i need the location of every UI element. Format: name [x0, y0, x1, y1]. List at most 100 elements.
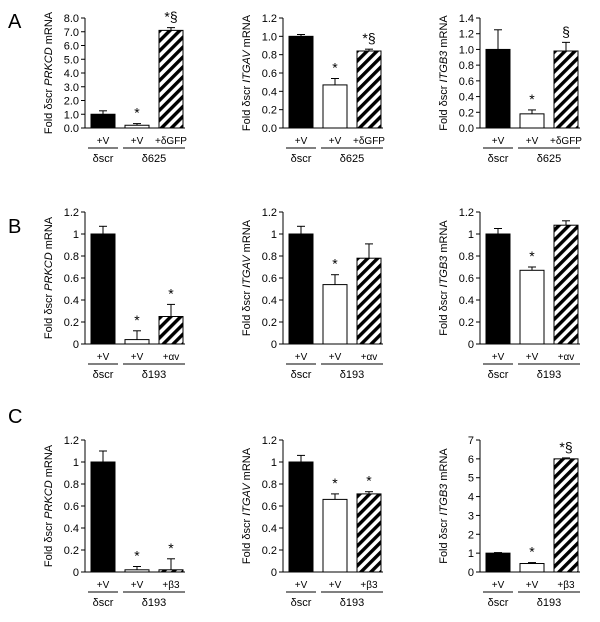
- y-axis-label-suffix: mRNA: [241, 14, 253, 50]
- bar: [158, 316, 184, 345]
- y-axis-label: Fold δscr ITGAV mRNA: [241, 14, 253, 131]
- y-tick-label: 1.2: [459, 207, 474, 219]
- y-tick-label: 1: [73, 229, 79, 241]
- y-tick-label: 0.0: [459, 123, 474, 135]
- y-tick-label: 0.0: [64, 123, 79, 135]
- category-label: +V: [131, 352, 144, 363]
- y-tick-label: 0.4: [459, 295, 474, 307]
- category-label: +δGFP: [353, 136, 385, 147]
- y-tick-label: 0.6: [262, 501, 277, 513]
- y-tick-label: 1: [73, 457, 79, 469]
- y-tick-label: 1.2: [262, 13, 277, 25]
- group-label-right: δ193: [537, 597, 561, 609]
- y-tick-label: 0: [73, 339, 79, 351]
- y-tick-label: 3.0: [64, 82, 79, 94]
- bar: [485, 48, 511, 129]
- bar: [356, 257, 382, 345]
- y-axis-label-suffix: mRNA: [43, 11, 55, 47]
- bar: [124, 124, 150, 129]
- category-label: +V: [97, 136, 110, 147]
- category-label: +V: [492, 580, 505, 591]
- category-label: +δGFP: [155, 136, 187, 147]
- category-label: +V: [329, 352, 342, 363]
- bar: [158, 569, 184, 573]
- category-label: +V: [131, 136, 144, 147]
- y-axis-label-prefix: Fold δscr: [438, 82, 450, 130]
- y-axis-label-gene: PRKCD: [43, 47, 55, 86]
- y-axis-label-prefix: Fold δscr: [438, 287, 450, 335]
- significance-marker: *: [134, 105, 140, 121]
- y-tick-label: 0.6: [64, 273, 79, 285]
- bar: [322, 498, 348, 573]
- significance-marker: *: [529, 544, 535, 560]
- y-tick-label: 0.4: [262, 295, 277, 307]
- y-axis-label-gene: ITGAV: [241, 49, 253, 83]
- bar: [90, 113, 116, 129]
- bar: [124, 339, 150, 345]
- chart-b3: 0 0.2 0.4 0.6 0.8 1 1.2 Fold δscr ITGB3 mRNA +V *…: [438, 207, 580, 381]
- category-label: +V: [295, 580, 308, 591]
- y-axis-label-prefix: Fold δscr: [43, 86, 55, 134]
- y-tick-label: 1.0: [262, 31, 277, 43]
- y-tick-label: 0.2: [262, 105, 277, 117]
- y-tick-label: 6: [468, 454, 474, 466]
- group-label-right: δ193: [142, 369, 166, 381]
- bar: [288, 233, 314, 345]
- y-axis-label: Fold δscr PRKCD mRNA: [43, 216, 55, 339]
- y-tick-label: 0.4: [262, 86, 277, 98]
- bar: [124, 569, 150, 573]
- category-label: +αv: [558, 352, 575, 363]
- y-tick-label: 0.8: [64, 479, 79, 491]
- group-label-left: δscr: [291, 153, 312, 165]
- category-label: +β3: [557, 580, 575, 591]
- bar: [356, 50, 382, 129]
- chart-b2: 0 0.2 0.4 0.6 0.8 1 1.2 Fold δscr ITGAV mRNA +V *…: [241, 207, 383, 381]
- y-tick-label: 0.0: [262, 123, 277, 135]
- chart-c2: 0 0.2 0.4 0.6 0.8 1 1.2 Fold δscr ITGAV mRNA +V *…: [241, 435, 383, 609]
- group-label-left: δscr: [488, 153, 509, 165]
- category-label: +V: [492, 352, 505, 363]
- panel-label-b: B: [8, 216, 21, 238]
- category-label: +V: [526, 580, 539, 591]
- significance-marker: *: [168, 285, 174, 301]
- y-axis-label: Fold δscr ITGB3 mRNA: [438, 220, 450, 336]
- y-tick-label: 0.8: [262, 479, 277, 491]
- significance-marker: *: [134, 312, 140, 328]
- group-label-right: δ625: [537, 153, 561, 165]
- y-tick-label: 1: [271, 457, 277, 469]
- group-label-right: δ193: [142, 597, 166, 609]
- y-tick-label: 4.0: [64, 68, 79, 80]
- y-tick-label: 1.2: [64, 207, 79, 219]
- significance-marker: §: [562, 23, 570, 39]
- category-label: +V: [329, 580, 342, 591]
- bar: [356, 493, 382, 573]
- category-label: +V: [97, 580, 110, 591]
- chart-c3: 0 1 2 3 4 5 6 7 Fold δscr ITGB3 mRNA +V * +V *§ +β3 δs…: [438, 435, 580, 609]
- y-tick-label: 1.2: [64, 435, 79, 447]
- significance-marker: *§: [559, 439, 572, 455]
- y-axis-label-suffix: mRNA: [438, 220, 450, 256]
- y-tick-label: 1.2: [262, 207, 277, 219]
- y-tick-label: 7.0: [64, 27, 79, 39]
- bar: [519, 269, 545, 345]
- significance-marker: *§: [164, 9, 177, 25]
- category-label: +β3: [162, 580, 180, 591]
- y-axis-label-gene: PRKCD: [43, 252, 55, 291]
- y-tick-label: 0.4: [459, 92, 474, 104]
- y-axis-label-suffix: mRNA: [43, 444, 55, 480]
- bar: [553, 50, 579, 129]
- chart-a2: 0.0 0.2 0.4 0.6 0.8 1.0 1.2 Fold δscr ITGAV mRN…: [241, 13, 385, 165]
- y-tick-label: 0.8: [459, 60, 474, 72]
- y-tick-label: 7: [468, 435, 474, 447]
- y-tick-label: 1: [271, 229, 277, 241]
- y-axis-label: Fold δscr ITGB3 mRNA: [438, 448, 450, 564]
- bar: [158, 29, 184, 129]
- bar: [90, 461, 116, 573]
- y-axis-label-gene: ITGB3: [438, 50, 450, 83]
- significance-marker: *: [168, 540, 174, 556]
- y-tick-label: 0.2: [262, 317, 277, 329]
- y-axis-label-gene: ITGAV: [241, 254, 253, 288]
- y-axis-label-prefix: Fold δscr: [241, 288, 253, 336]
- y-axis-label-prefix: Fold δscr: [241, 516, 253, 564]
